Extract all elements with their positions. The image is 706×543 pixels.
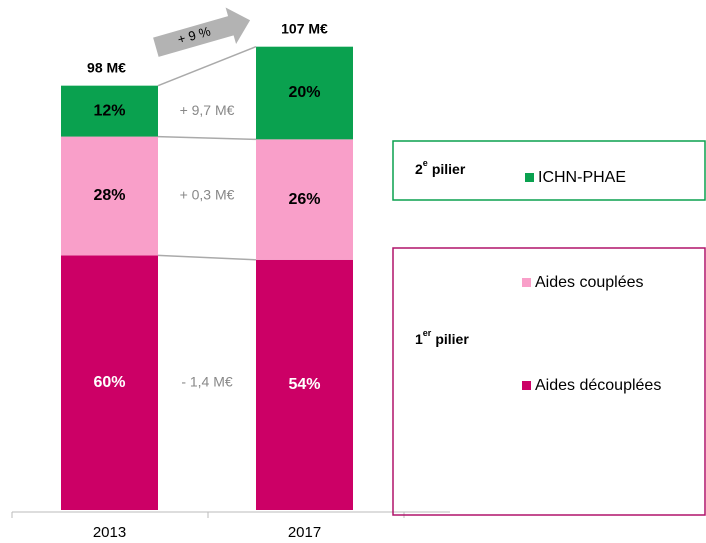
total-label: 98 M€ [87,59,126,75]
delta-label: - 1,4 M€ [181,373,233,389]
delta-label: + 9,7 M€ [180,102,235,118]
pillar-word: pilier [432,161,466,177]
pillar-box [392,140,706,201]
value-label: 60% [93,374,125,391]
connector [157,45,257,87]
pillar-suffix: e [423,158,428,168]
value-label: 54% [288,376,320,393]
pillar-label: 1er pilier [415,328,469,346]
pillar-number: 1 [415,331,423,347]
pillar-box [392,247,706,516]
pillar-suffix: er [423,328,432,338]
legend-label: ICHN-PHAE [538,169,626,186]
pillar-label: 2e pilier [415,158,466,176]
connector [157,135,257,141]
bar-segment [256,46,353,140]
bar-segment [61,136,158,256]
legend-swatch [525,173,534,182]
value-label: 12% [93,102,125,119]
bar-segment [61,255,158,510]
growth-arrow: + 9 % [153,7,251,57]
total-label: 107 M€ [281,20,328,36]
pillar-word: pilier [435,331,469,347]
value-label: 28% [93,187,125,204]
bar-segment [256,139,353,260]
connector [157,254,257,261]
legend-swatch [522,278,531,287]
x-tick-label: 2017 [288,524,321,541]
arrow-shape [153,7,251,57]
delta-label: + 0,3 M€ [180,187,235,203]
legend-swatch [522,381,531,390]
bar-segment [61,85,158,137]
pillar-number: 2 [415,161,423,177]
bar-segment [256,259,353,510]
value-label: 26% [288,191,320,208]
legend-label: Aides couplées [535,274,644,291]
legend-label: Aides découplées [535,377,661,394]
value-label: 20% [288,84,320,101]
x-tick-label: 2013 [93,524,126,541]
